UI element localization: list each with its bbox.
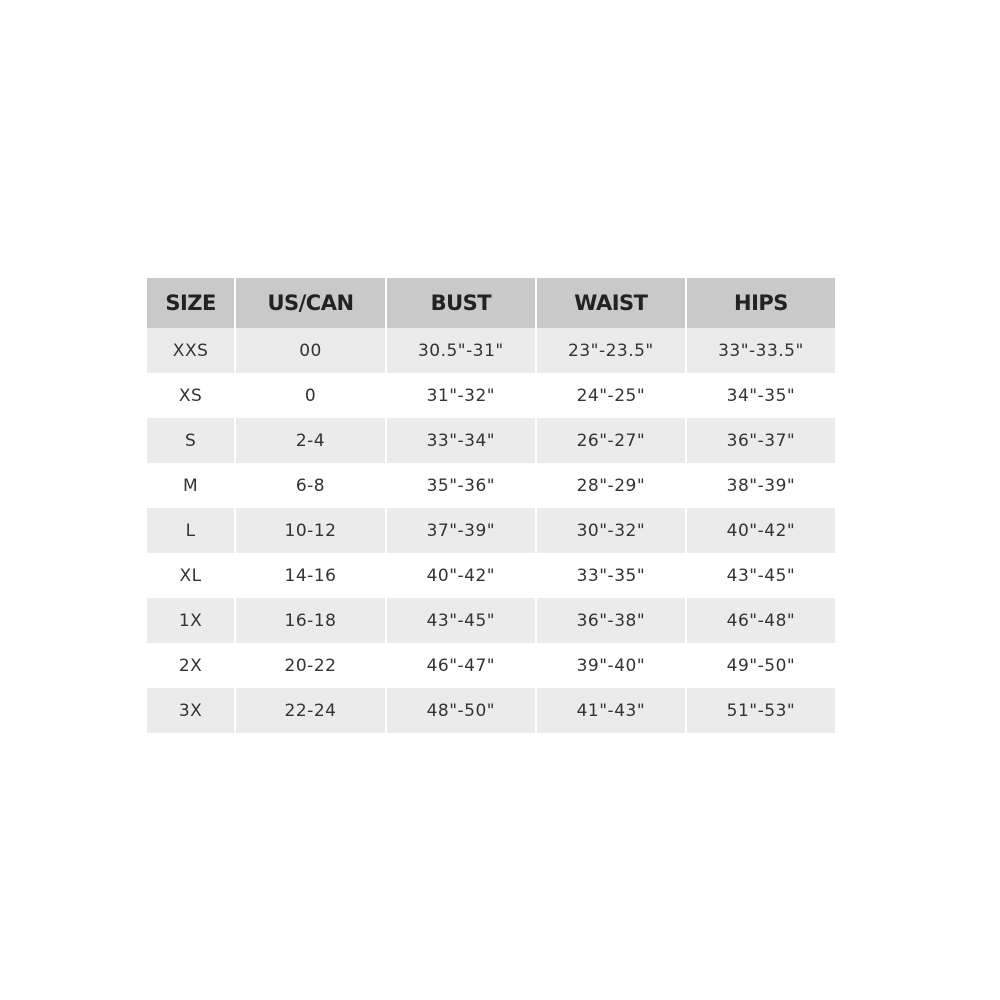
- column-header-waist: WAIST: [536, 278, 685, 328]
- cell-size: S: [147, 418, 235, 463]
- cell-us-can: 00: [236, 328, 385, 373]
- table-row: S 2-4 33"-34" 26"-27" 36"-37": [147, 418, 835, 463]
- cell-waist: 36"-38": [536, 598, 685, 643]
- cell-bust: 37"-39": [386, 508, 535, 553]
- cell-hips: 40"-42": [686, 508, 835, 553]
- cell-hips: 34"-35": [686, 373, 835, 418]
- cell-us-can: 10-12: [236, 508, 385, 553]
- cell-waist: 28"-29": [536, 463, 685, 508]
- cell-hips: 46"-48": [686, 598, 835, 643]
- cell-size: M: [147, 463, 235, 508]
- size-chart-table: SIZE US/CAN BUST WAIST HIPS XXS 00 30.5"-31" 23…: [145, 278, 837, 733]
- column-header-hips: HIPS: [686, 278, 835, 328]
- table-row: 1X 16-18 43"-45" 36"-38" 46"-48": [147, 598, 835, 643]
- cell-us-can: 16-18: [236, 598, 385, 643]
- table-row: 3X 22-24 48"-50" 41"-43" 51"-53": [147, 688, 835, 733]
- cell-bust: 30.5"-31": [386, 328, 535, 373]
- cell-waist: 30"-32": [536, 508, 685, 553]
- cell-waist: 33"-35": [536, 553, 685, 598]
- cell-waist: 41"-43": [536, 688, 685, 733]
- cell-us-can: 6-8: [236, 463, 385, 508]
- cell-hips: 33"-33.5": [686, 328, 835, 373]
- cell-hips: 36"-37": [686, 418, 835, 463]
- cell-size: XS: [147, 373, 235, 418]
- table-row: M 6-8 35"-36" 28"-29" 38"-39": [147, 463, 835, 508]
- cell-us-can: 14-16: [236, 553, 385, 598]
- cell-us-can: 2-4: [236, 418, 385, 463]
- cell-hips: 51"-53": [686, 688, 835, 733]
- cell-us-can: 0: [236, 373, 385, 418]
- cell-bust: 48"-50": [386, 688, 535, 733]
- table-row: XS 0 31"-32" 24"-25" 34"-35": [147, 373, 835, 418]
- cell-bust: 35"-36": [386, 463, 535, 508]
- column-header-us-can: US/CAN: [236, 278, 385, 328]
- column-header-size: SIZE: [147, 278, 235, 328]
- cell-bust: 33"-34": [386, 418, 535, 463]
- cell-us-can: 22-24: [236, 688, 385, 733]
- cell-waist: 39"-40": [536, 643, 685, 688]
- cell-hips: 38"-39": [686, 463, 835, 508]
- table-row: 2X 20-22 46"-47" 39"-40" 49"-50": [147, 643, 835, 688]
- cell-size: 1X: [147, 598, 235, 643]
- table-row: L 10-12 37"-39" 30"-32" 40"-42": [147, 508, 835, 553]
- cell-waist: 23"-23.5": [536, 328, 685, 373]
- header-row: SIZE US/CAN BUST WAIST HIPS: [147, 278, 835, 328]
- cell-bust: 31"-32": [386, 373, 535, 418]
- cell-size: 2X: [147, 643, 235, 688]
- cell-size: XL: [147, 553, 235, 598]
- cell-size: L: [147, 508, 235, 553]
- cell-bust: 43"-45": [386, 598, 535, 643]
- table-row: XXS 00 30.5"-31" 23"-23.5" 33"-33.5": [147, 328, 835, 373]
- cell-hips: 43"-45": [686, 553, 835, 598]
- cell-bust: 40"-42": [386, 553, 535, 598]
- cell-bust: 46"-47": [386, 643, 535, 688]
- table-row: XL 14-16 40"-42" 33"-35" 43"-45": [147, 553, 835, 598]
- column-header-bust: BUST: [386, 278, 535, 328]
- cell-waist: 24"-25": [536, 373, 685, 418]
- cell-hips: 49"-50": [686, 643, 835, 688]
- cell-waist: 26"-27": [536, 418, 685, 463]
- cell-size: 3X: [147, 688, 235, 733]
- cell-size: XXS: [147, 328, 235, 373]
- cell-us-can: 20-22: [236, 643, 385, 688]
